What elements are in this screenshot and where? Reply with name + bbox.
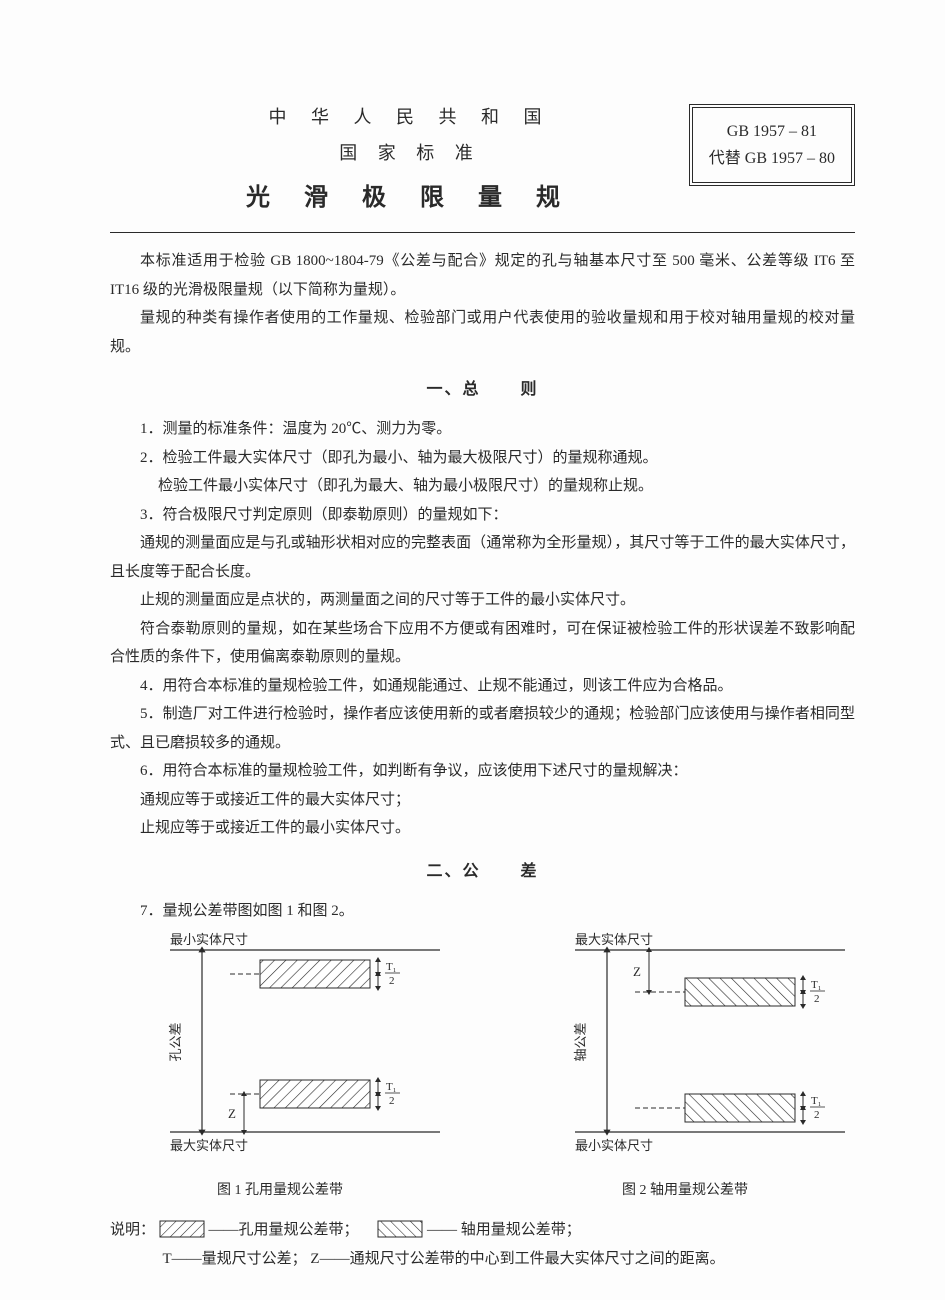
standard-number: GB 1957 – 81 (709, 118, 835, 145)
item-3a: 通规的测量面应是与孔或轴形状相对应的完整表面（通常称为全形量规），其尺寸等于工件… (110, 529, 855, 586)
legend-line-1: 说明： ——孔用量规公差带； (110, 1216, 855, 1245)
legend-shaft-text: —— 轴用量规公差带； (427, 1222, 581, 1238)
legend-prefix: 说明： (110, 1222, 155, 1238)
legend-hole-swatch-icon (159, 1218, 205, 1240)
section-1-title: 一、总 则 (110, 375, 855, 405)
svg-text:2: 2 (814, 993, 820, 1005)
section-2-title-b: 差 (521, 863, 539, 880)
header-standard-label: 国 家 标 准 (210, 136, 610, 170)
legend-line-2-text: T——量规尺寸公差； Z——通规尺寸公差带的中心到工件最大实体尺寸之间的距离。 (163, 1251, 725, 1267)
section-1-title-b: 则 (521, 381, 539, 398)
item-6a: 通规应等于或接近工件的最大实体尺寸； (110, 786, 855, 815)
figure-1: 最小实体尺寸 最大实体尺寸 孔公差 T₁ 2 (110, 932, 450, 1205)
section-2-title: 二、公 差 (110, 857, 855, 887)
item-6: 6．用符合本标准的量规检验工件，如判断有争议，应该使用下述尺寸的量规解决： (110, 757, 855, 786)
item-7: 7．量规公差带图如图 1 和图 2。 (110, 897, 855, 926)
header: 中 华 人 民 共 和 国 国 家 标 准 光 滑 极 限 量 规 GB 195… (110, 100, 855, 220)
item-6b: 止规应等于或接近工件的最小实体尺寸。 (110, 814, 855, 843)
legend-shaft-swatch-icon (377, 1218, 423, 1240)
document-title: 光 滑 极 限 量 规 (210, 176, 610, 222)
header-country: 中 华 人 民 共 和 国 (210, 100, 610, 134)
replaces-number: 代替 GB 1957 – 80 (709, 145, 835, 172)
page: 中 华 人 民 共 和 国 国 家 标 准 光 滑 极 限 量 规 GB 195… (0, 0, 945, 1300)
legend-line-2: T——量规尺寸公差； Z——通规尺寸公差带的中心到工件最大实体尺寸之间的距离。 (110, 1245, 855, 1274)
fig1-top-label: 最小实体尺寸 (170, 932, 248, 947)
svg-text:T₁: T₁ (386, 1081, 397, 1093)
item-1: 1．测量的标准条件：温度为 20℃、测力为零。 (110, 415, 855, 444)
figure-1-caption: 图 1 孔用量规公差带 (110, 1178, 450, 1205)
fig2-top-label: 最大实体尺寸 (575, 932, 653, 947)
section-1-title-a: 一、总 (426, 381, 480, 398)
svg-text:2: 2 (389, 975, 395, 987)
section-2-title-a: 二、公 (426, 863, 480, 880)
fig2-vert-label: 轴公差 (573, 1022, 588, 1061)
legend-hole-text: ——孔用量规公差带； (209, 1222, 359, 1238)
figure-2-caption: 图 2 轴用量规公差带 (515, 1178, 855, 1205)
svg-text:T₁: T₁ (811, 1095, 822, 1107)
header-rule (110, 232, 855, 233)
svg-text:T₁: T₁ (386, 961, 397, 973)
standard-number-box: GB 1957 – 81 代替 GB 1957 – 80 (689, 104, 855, 186)
item-2b: 检验工件最小实体尺寸（即孔为最大、轴为最小极限尺寸）的量规称止规。 (110, 472, 855, 501)
item-3: 3．符合极限尺寸判定原则（即泰勒原则）的量规如下： (110, 501, 855, 530)
header-center: 中 华 人 民 共 和 国 国 家 标 准 光 滑 极 限 量 规 (210, 100, 610, 222)
intro-paragraph-1: 本标准适用于检验 GB 1800~1804-79《公差与配合》规定的孔与轴基本尺… (110, 247, 855, 304)
figures-row: 最小实体尺寸 最大实体尺寸 孔公差 T₁ 2 (110, 932, 855, 1205)
svg-text:Z: Z (228, 1106, 236, 1121)
item-5: 5．制造厂对工件进行检验时，操作者应该使用新的或者磨损较少的通规；检验部门应该使… (110, 700, 855, 757)
item-4: 4．用符合本标准的量规检验工件，如通规能通过、止规不能通过，则该工件应为合格品。 (110, 672, 855, 701)
item-3c: 符合泰勒原则的量规，如在某些场合下应用不方便或有困难时，可在保证被检验工件的形状… (110, 615, 855, 672)
fig1-vert-label: 孔公差 (168, 1022, 183, 1061)
figure-2-svg: 最大实体尺寸 最小实体尺寸 轴公差 Z T₁ 2 (515, 932, 855, 1172)
figure-1-svg: 最小实体尺寸 最大实体尺寸 孔公差 T₁ 2 (110, 932, 450, 1172)
fig1-bottom-label: 最大实体尺寸 (170, 1138, 248, 1153)
svg-text:2: 2 (814, 1109, 820, 1121)
figure-2: 最大实体尺寸 最小实体尺寸 轴公差 Z T₁ 2 (515, 932, 855, 1205)
svg-text:T₁: T₁ (811, 979, 822, 991)
intro-paragraph-2: 量规的种类有操作者使用的工作量规、检验部门或用户代表使用的验收量规和用于校对轴用… (110, 304, 855, 361)
item-3b: 止规的测量面应是点状的，两测量面之间的尺寸等于工件的最小实体尺寸。 (110, 586, 855, 615)
item-2: 2．检验工件最大实体尺寸（即孔为最小、轴为最大极限尺寸）的量规称通规。 (110, 444, 855, 473)
legend: 说明： ——孔用量规公差带； (110, 1216, 855, 1273)
svg-text:2: 2 (389, 1095, 395, 1107)
fig2-bottom-label: 最小实体尺寸 (575, 1138, 653, 1153)
svg-text:Z: Z (633, 964, 641, 979)
